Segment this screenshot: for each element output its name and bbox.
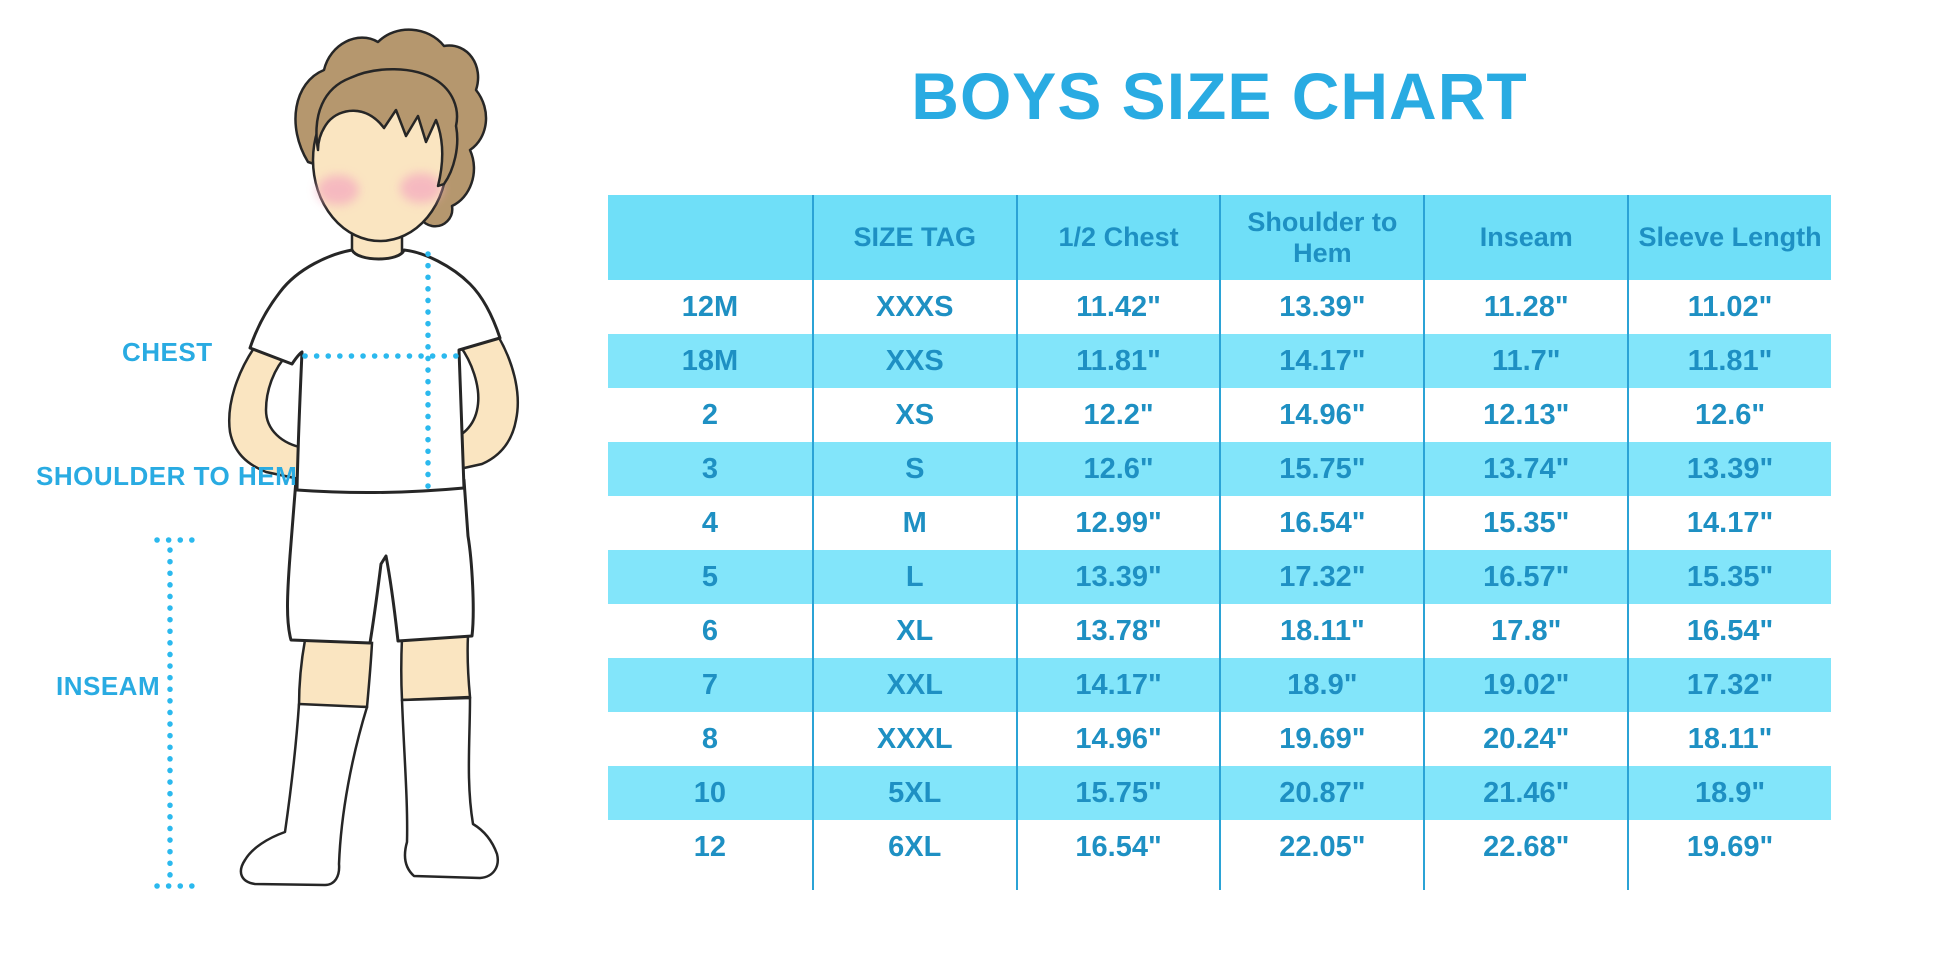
table-cell: 15.75": [1219, 442, 1424, 496]
table-cell: 19.02": [1423, 658, 1628, 712]
table-cell: 14.96": [1015, 712, 1220, 766]
table-cell: 22.05": [1219, 820, 1424, 874]
table-cell: 12.6": [1015, 442, 1220, 496]
table-header-inseam: Inseam: [1423, 195, 1628, 280]
table-cell: 11.81": [1015, 334, 1220, 388]
table-cell: 19.69": [1219, 712, 1424, 766]
boy-illustration: [154, 28, 520, 889]
inseam-label: INSEAM: [56, 671, 161, 701]
table-cell: 13.74": [1423, 442, 1628, 496]
table-cell: 6: [608, 604, 812, 658]
table-cell: 14.96": [1219, 388, 1424, 442]
table-cell: 12.99": [1015, 496, 1220, 550]
table-cell: 12.6": [1627, 388, 1831, 442]
table-cell: 8: [608, 712, 812, 766]
table-grid-line-extension: [1219, 874, 1221, 890]
table-cell: 22.68": [1423, 820, 1628, 874]
table-header-1-2-chest: 1/2 Chest: [1015, 195, 1220, 280]
table-cell: S: [811, 442, 1016, 496]
boy-shorts: [286, 478, 475, 645]
table-cell: 13.39": [1219, 280, 1424, 334]
table-cell: 18.9": [1627, 766, 1831, 820]
table-cell: 16.54": [1219, 496, 1424, 550]
table-cell: XXL: [811, 658, 1016, 712]
table-cell: M: [811, 496, 1016, 550]
table-cell: 11.28": [1423, 280, 1628, 334]
table-cell: XXXL: [811, 712, 1016, 766]
table-grid-line-extension: [1423, 874, 1425, 890]
table-cell: 16.54": [1627, 604, 1831, 658]
boy-left-sock: [239, 702, 369, 887]
table-cell: 15.75": [1015, 766, 1220, 820]
table-cell: 14.17": [1015, 658, 1220, 712]
table-cell: 21.46": [1423, 766, 1628, 820]
table-cell: 6XL: [811, 820, 1016, 874]
table-cell: 13.39": [1015, 550, 1220, 604]
table-cell: XL: [811, 604, 1016, 658]
table-cell: 5: [608, 550, 812, 604]
table-header-sleeve-length: Sleeve Length: [1627, 195, 1831, 280]
table-cell: 18.9": [1219, 658, 1424, 712]
table-cell: 17.32": [1627, 658, 1831, 712]
page-title: BOYS SIZE CHART: [911, 59, 1528, 133]
table-cell: 11.7": [1423, 334, 1628, 388]
size-table: SIZE TAG 1/2 Chest Shoulder to Hem Inseam Sl…: [608, 195, 1831, 874]
boy-right-cheek: [400, 173, 442, 203]
table-cell: 16.57": [1423, 550, 1628, 604]
table-cell: 14.17": [1627, 496, 1831, 550]
boy-hair-fringe: [315, 68, 459, 188]
table-cell: 3: [608, 442, 812, 496]
table-cell: 11.02": [1627, 280, 1831, 334]
table-cell: 11.42": [1015, 280, 1220, 334]
table-cell: 20.87": [1219, 766, 1424, 820]
table-cell: 4: [608, 496, 812, 550]
chest-label: CHEST: [122, 337, 213, 367]
table-cell: 19.69": [1627, 820, 1831, 874]
table-cell: 13.39": [1627, 442, 1831, 496]
table-cell: 12: [608, 820, 812, 874]
table-cell: 13.78": [1015, 604, 1220, 658]
boy-left-arm: [228, 346, 306, 482]
boy-right-leg: [400, 633, 472, 702]
table-cell: XS: [811, 388, 1016, 442]
table-cell: 16.54": [1015, 820, 1220, 874]
table-cell: 12M: [608, 280, 812, 334]
table-grid-line-extension: [812, 874, 814, 890]
table-cell: 12.13": [1423, 388, 1628, 442]
boy-left-leg: [297, 638, 374, 709]
table-cell: 11.81": [1627, 334, 1831, 388]
table-cell: 7: [608, 658, 812, 712]
table-grid-line-extension: [1627, 874, 1629, 890]
boy-right-sock: [400, 696, 499, 880]
table-cell: 5XL: [811, 766, 1016, 820]
table-cell: 18.11": [1219, 604, 1424, 658]
table-grid-line-extension: [1016, 874, 1018, 890]
table-cell: 14.17": [1219, 334, 1424, 388]
shoulder-to-hem-label: SHOULDER TO HEM: [36, 461, 298, 491]
table-cell: 15.35": [1423, 496, 1628, 550]
table-cell: L: [811, 550, 1016, 604]
table-cell: 18M: [608, 334, 812, 388]
table-cell: 18.11": [1627, 712, 1831, 766]
table-cell: 17.8": [1423, 604, 1628, 658]
table-cell: 2: [608, 388, 812, 442]
table-cell: 17.32": [1219, 550, 1424, 604]
boy-tshirt: [248, 248, 502, 494]
table-cell: XXXS: [811, 280, 1016, 334]
table-header-shoulder-to-hem: Shoulder to Hem: [1219, 195, 1424, 280]
table-cell: 10: [608, 766, 812, 820]
table-cell: 15.35": [1627, 550, 1831, 604]
boy-left-cheek: [317, 175, 359, 205]
table-cell: XXS: [811, 334, 1016, 388]
table-header-blank: [608, 195, 812, 280]
table-cell: 12.2": [1015, 388, 1220, 442]
table-header-size-tag: SIZE TAG: [811, 195, 1016, 280]
table-cell: 20.24": [1423, 712, 1628, 766]
